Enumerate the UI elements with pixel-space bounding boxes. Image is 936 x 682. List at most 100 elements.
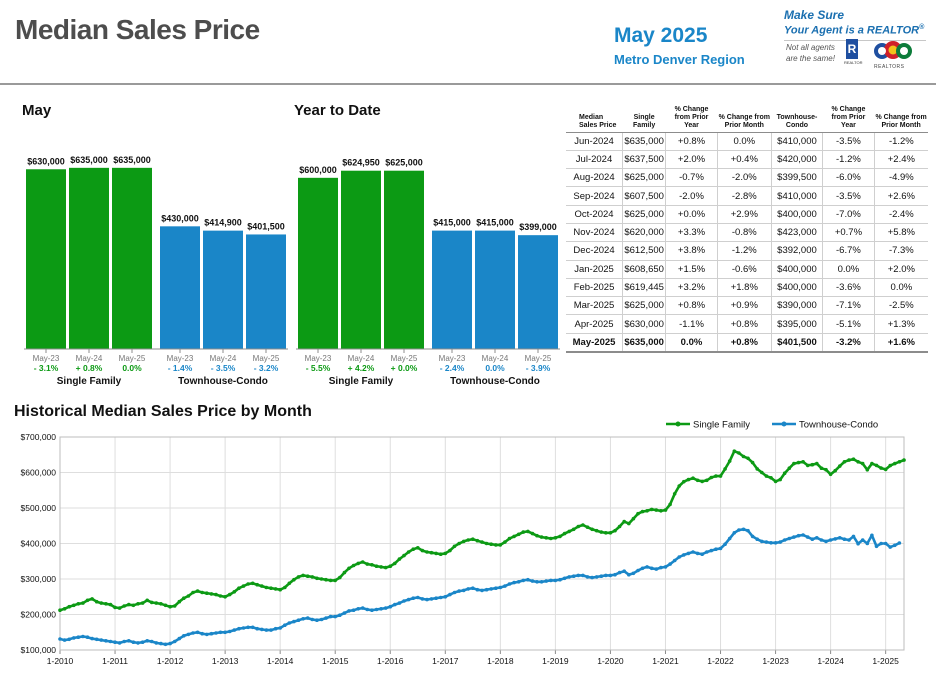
data-point — [461, 539, 466, 544]
data-point — [494, 543, 498, 547]
data-point — [425, 550, 429, 554]
data-point — [856, 541, 860, 546]
x-tick-label: 1-2018 — [487, 656, 514, 666]
data-point — [530, 531, 535, 536]
data-point — [530, 579, 535, 583]
data-point — [342, 570, 347, 575]
data-point — [227, 629, 232, 634]
data-point — [365, 607, 370, 612]
data-point — [874, 544, 879, 549]
data-point — [72, 603, 76, 608]
data-point — [581, 523, 585, 527]
table-cell: +1.6% — [873, 333, 928, 353]
data-point — [484, 541, 489, 546]
table-row: Jun-2024 $635,000 +0.8% 0.0% $410,000 -3.5% -1… — [566, 132, 928, 151]
data-point — [122, 604, 126, 608]
y-tick-label: $400,000 — [21, 539, 57, 549]
data-point — [558, 534, 562, 539]
table-cell: -2.4% — [873, 205, 928, 224]
data-point — [498, 543, 503, 547]
data-point — [356, 561, 361, 566]
table-cell: $395,000 — [770, 314, 823, 334]
report-date: May 2025 — [614, 24, 708, 47]
data-point — [113, 605, 117, 610]
data-point — [677, 484, 681, 488]
data-point — [640, 509, 645, 514]
data-point — [553, 578, 558, 583]
data-point — [787, 466, 792, 470]
data-point — [159, 641, 163, 646]
data-point — [636, 511, 640, 516]
history-chart-title: Historical Median Sales Price by Month — [14, 403, 312, 420]
x-tick-label: 1-2019 — [542, 656, 569, 666]
data-point — [191, 590, 195, 595]
data-point — [870, 533, 874, 538]
x-tick-label: 1-2011 — [102, 656, 128, 666]
x-tick-label: 1-2025 — [872, 656, 899, 666]
table-cell: +3.8% — [665, 241, 718, 261]
data-point — [475, 538, 480, 543]
data-point — [553, 536, 558, 540]
data-point — [727, 536, 732, 541]
data-point — [893, 543, 897, 548]
data-point — [255, 626, 259, 631]
data-point — [287, 621, 292, 625]
data-point — [879, 466, 883, 470]
data-point — [305, 616, 310, 620]
table-cell: $420,000 — [770, 150, 823, 170]
data-point — [172, 604, 177, 608]
data-point — [819, 466, 824, 470]
data-point — [260, 627, 264, 632]
data-point — [411, 596, 416, 600]
x-tick-label: 1-2015 — [322, 656, 349, 666]
table-cell: $619,445 — [622, 278, 666, 298]
data-point — [760, 470, 764, 475]
x-tick-label: 1-2013 — [212, 656, 239, 666]
change-label: 0.0% — [485, 363, 505, 373]
data-point — [131, 603, 136, 608]
data-point — [393, 602, 397, 607]
data-point — [590, 575, 594, 580]
data-point — [805, 463, 810, 468]
table-cell: -0.7% — [665, 168, 718, 188]
report-region: Metro Denver Region — [614, 52, 745, 67]
data-point — [255, 582, 259, 587]
data-point — [888, 463, 892, 468]
data-point — [237, 626, 241, 631]
data-point — [741, 454, 746, 459]
table-row: Feb-2025 $619,445 +3.2% +1.8% $400,000 -3.6% 0… — [566, 278, 928, 298]
data-point — [365, 562, 370, 566]
data-point — [700, 479, 704, 484]
change-label: - 3.1% — [34, 363, 59, 373]
data-point — [273, 626, 278, 631]
data-point — [503, 540, 507, 544]
data-point — [260, 584, 264, 588]
data-point — [677, 555, 681, 559]
x-tick-label: 1-2014 — [267, 656, 294, 666]
data-point — [99, 601, 104, 605]
data-point — [851, 534, 856, 539]
bar — [341, 170, 381, 349]
data-point — [374, 564, 379, 568]
table-cell: Oct-2024 — [566, 205, 623, 224]
ytd-panel-title: Year to Date — [294, 102, 381, 119]
tick-label: May-23 — [305, 354, 332, 363]
data-point — [860, 538, 865, 542]
data-point — [273, 587, 278, 591]
table-cell: -2.8% — [716, 186, 772, 206]
data-point — [360, 560, 365, 564]
data-point — [471, 537, 475, 541]
data-point — [741, 527, 746, 532]
legend-marker — [675, 421, 681, 427]
data-point — [177, 636, 182, 641]
y-tick-label: $700,000 — [21, 432, 57, 442]
data-point — [682, 553, 686, 557]
data-point — [498, 585, 503, 590]
tick-label: May-25 — [391, 354, 418, 363]
data-point — [241, 584, 246, 588]
data-point — [645, 565, 649, 569]
group-label: Townhouse-Condo — [178, 376, 268, 387]
data-point — [659, 509, 663, 513]
data-point — [429, 550, 434, 555]
table-row: Oct-2024 $625,000 +0.0% +2.9% $400,000 -7.0% -… — [566, 205, 928, 224]
